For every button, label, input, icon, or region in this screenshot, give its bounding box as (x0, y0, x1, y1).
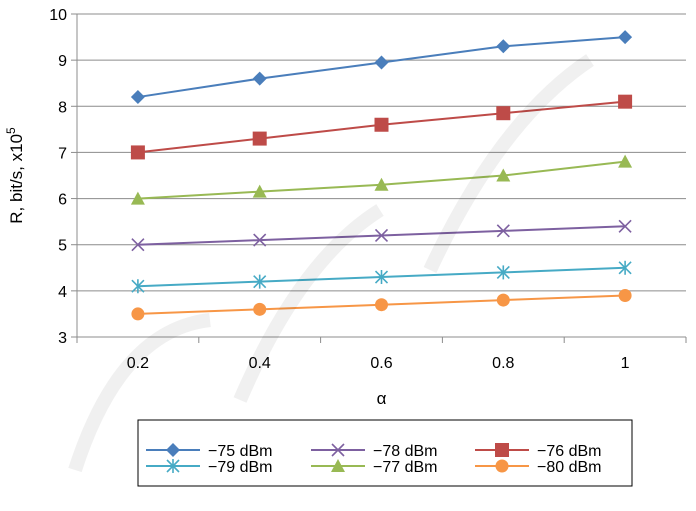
marker-stroke (131, 238, 145, 252)
y-tick-labels: 3 4 5 6 7 8 9 10 (49, 7, 67, 347)
x-tick-label: 0.2 (127, 355, 149, 372)
axes (76, 14, 687, 343)
x-tick-labels: 0.2 0.4 0.6 0.8 1 (127, 355, 630, 372)
data-point (253, 274, 267, 289)
legend-marker (166, 459, 180, 473)
y-tick-label: 10 (49, 7, 67, 24)
legend-item-3: −76 dBm (475, 443, 601, 460)
x-tick-label: 0.8 (492, 355, 514, 372)
data-point (130, 145, 145, 160)
y-tick-label: 6 (58, 192, 67, 209)
y-tick-label: 8 (58, 99, 67, 116)
y-tick-label: 5 (58, 238, 67, 255)
data-point (252, 131, 267, 146)
y-axis-label-exponent: 5 (4, 127, 18, 134)
data-point (374, 228, 389, 243)
legend-marker (331, 443, 345, 457)
y-tick-label: 7 (58, 145, 67, 162)
data-point (131, 307, 145, 321)
series-5 (130, 154, 633, 205)
data-point (618, 288, 632, 302)
marker-stroke (331, 443, 345, 457)
legend-item-6: −80 dBm (475, 459, 601, 476)
legend: −75 dBm −78 dBm −76 dBm −79 dBm −77 dBm −80 d… (137, 419, 633, 487)
series-2 (131, 219, 632, 252)
data-point (374, 117, 389, 132)
y-axis-label: R, bit/s, x105 (4, 127, 26, 224)
data-point (618, 94, 633, 109)
legend-marker (495, 459, 509, 473)
legend-marker (166, 443, 180, 457)
x-tick-label: 1 (621, 355, 630, 372)
marker-stroke (253, 233, 267, 247)
series-6 (131, 288, 632, 321)
series-3 (130, 94, 633, 160)
legend-item-5: −77 dBm (311, 459, 437, 476)
legend-label: −77 dBm (373, 459, 437, 476)
data-point (618, 30, 633, 45)
data-point (253, 233, 267, 247)
data-point (496, 265, 510, 280)
legend-marker (495, 443, 509, 457)
data-point (496, 293, 510, 307)
marker-stroke (618, 219, 632, 233)
marker-stroke (374, 228, 389, 243)
data-point (496, 106, 511, 121)
data-point (252, 71, 267, 86)
legend-marker (331, 459, 345, 472)
legend-label: −79 dBm (208, 459, 272, 476)
y-tick-label: 3 (58, 330, 67, 347)
series-group (130, 30, 633, 321)
marker-stroke (496, 224, 510, 238)
data-point (252, 184, 267, 198)
data-point (496, 224, 510, 238)
y-tick-label: 9 (58, 53, 67, 70)
data-point (374, 270, 389, 285)
data-point (130, 191, 145, 205)
x-axis-label: α (377, 389, 387, 408)
data-point (496, 168, 511, 182)
series-1 (130, 30, 633, 105)
legend-item-1: −75 dBm (146, 443, 272, 460)
data-point (131, 279, 145, 294)
legend-item-4: −79 dBm (146, 459, 272, 476)
y-tick-label: 4 (58, 284, 67, 301)
series-4 (131, 260, 632, 294)
legend-label: −78 dBm (373, 443, 437, 460)
data-point (131, 238, 145, 252)
data-point (618, 260, 632, 275)
data-point (374, 177, 389, 191)
y-axis-label-text: R, bit/s, x10 (7, 134, 26, 224)
legend-label: −75 dBm (208, 443, 272, 460)
data-point (375, 298, 388, 312)
x-tick-label: 0.4 (249, 355, 271, 372)
data-point (496, 39, 511, 54)
x-tick-label: 0.6 (370, 355, 392, 372)
data-point (618, 154, 633, 168)
data-point (253, 302, 267, 316)
data-point (130, 90, 145, 105)
data-point (618, 219, 632, 233)
legend-label: −80 dBm (537, 459, 601, 476)
legend-label: −76 dBm (537, 443, 601, 460)
legend-item-2: −78 dBm (311, 443, 437, 460)
legend-box (137, 419, 633, 487)
data-point (374, 55, 389, 70)
